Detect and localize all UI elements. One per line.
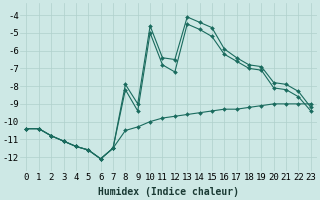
X-axis label: Humidex (Indice chaleur): Humidex (Indice chaleur) [98,187,239,197]
